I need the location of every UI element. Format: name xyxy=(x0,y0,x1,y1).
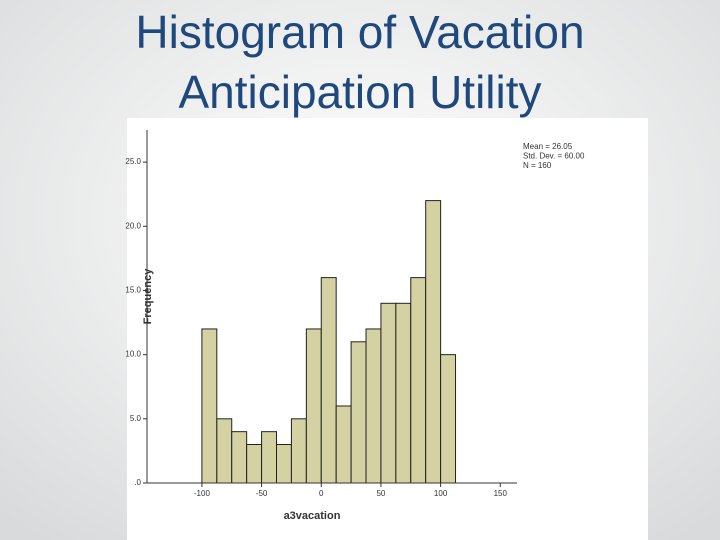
plot: .0 5.0 10.0 15.0 20.0 25.0 -100 -50 0 50 100 150 Fre… xyxy=(125,130,585,522)
y-tick-label: 20.0 xyxy=(125,221,141,230)
stats-annotation: N = 160 xyxy=(523,161,552,170)
bar xyxy=(290,418,307,484)
x-tick-label: 100 xyxy=(434,489,448,498)
bar xyxy=(261,431,278,484)
y-tick-label: 5.0 xyxy=(130,414,142,423)
bar xyxy=(425,200,442,484)
y-tick-label: .0 xyxy=(134,478,141,487)
x-tick-label: 50 xyxy=(376,489,385,498)
x-axis-label: a3vacation xyxy=(284,510,341,522)
bar xyxy=(216,418,233,484)
bar xyxy=(365,328,382,484)
bar xyxy=(320,277,337,484)
x-tick-label: -100 xyxy=(194,489,211,498)
x-tick-label: 150 xyxy=(494,489,508,498)
bar xyxy=(276,443,292,484)
bar xyxy=(440,354,457,484)
y-axis-label: Frequency xyxy=(142,268,154,325)
bar xyxy=(246,443,263,484)
bar xyxy=(395,302,412,484)
bar xyxy=(201,328,218,484)
bar xyxy=(335,405,352,484)
stats-annotation: Mean = 26.05 xyxy=(523,142,573,151)
slide-title: Histogram of Vacation xyxy=(135,6,584,58)
bar xyxy=(410,277,427,484)
x-tick-label: -50 xyxy=(256,489,268,498)
y-tick-label: 25.0 xyxy=(125,157,141,166)
bar xyxy=(231,431,248,484)
x-tick-label: 0 xyxy=(319,489,324,498)
y-tick-label: 10.0 xyxy=(125,350,141,359)
bar xyxy=(305,328,322,484)
slide-title: Anticipation Utility xyxy=(178,66,541,118)
stats-annotation: Std. Dev. = 60.00 xyxy=(523,152,585,161)
bar xyxy=(380,302,397,484)
bar xyxy=(350,341,367,484)
y-tick-label: 15.0 xyxy=(125,286,141,295)
